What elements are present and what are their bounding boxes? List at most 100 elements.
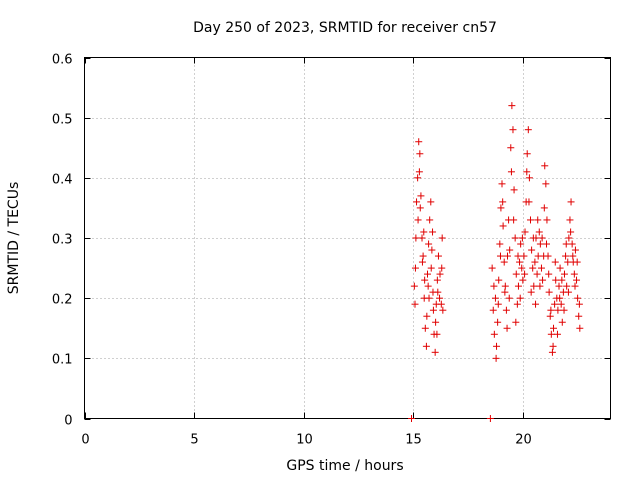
x-axis-label: GPS time / hours (286, 458, 403, 474)
data-point (567, 228, 575, 236)
data-point (571, 246, 579, 254)
data-point (501, 288, 509, 296)
data-point (548, 348, 556, 356)
data-point (499, 222, 507, 230)
data-point (520, 252, 528, 260)
y-tick-label: 0 (64, 414, 72, 429)
data-point (503, 252, 511, 260)
data-point (502, 306, 510, 314)
y-tick-label: 0.5 (52, 113, 73, 128)
data-point (511, 234, 519, 242)
data-point (538, 234, 546, 242)
x-tick-label: 10 (296, 433, 313, 448)
data-point (497, 204, 505, 212)
data-point (410, 282, 418, 290)
data-point (493, 342, 501, 350)
data-point (508, 102, 516, 110)
data-point (422, 342, 430, 350)
data-point (490, 330, 498, 338)
data-point (414, 174, 422, 182)
data-point (411, 264, 419, 272)
data-point (438, 234, 446, 242)
data-point (514, 282, 522, 290)
x-tick-labels: 0 5 10 15 20 (81, 433, 531, 448)
data-point (420, 228, 428, 236)
data-point (525, 198, 533, 206)
data-point (512, 318, 520, 326)
data-point (564, 288, 572, 296)
data-point (499, 198, 507, 206)
data-point (421, 324, 429, 332)
data-point (427, 264, 435, 272)
data-point (573, 276, 581, 284)
data-point (425, 294, 433, 302)
x-tick-label: 5 (190, 433, 198, 448)
data-point (552, 276, 560, 284)
data-point (513, 300, 521, 308)
data-point (496, 252, 504, 260)
data-point (514, 252, 522, 260)
data-point (413, 198, 421, 206)
x-tick-label: 0 (81, 433, 89, 448)
data-point (562, 252, 570, 260)
data-point (529, 234, 537, 242)
data-point (529, 264, 537, 272)
data-point (437, 300, 445, 308)
data-point (498, 180, 506, 188)
data-point (492, 354, 500, 362)
data-point (575, 300, 583, 308)
data-point (530, 282, 538, 290)
data-point (494, 300, 502, 308)
data-point (407, 415, 415, 422)
data-point (525, 174, 533, 182)
data-point (546, 312, 554, 320)
data-point (436, 294, 444, 302)
data-point (523, 168, 531, 176)
data-point (500, 258, 508, 266)
data-point (488, 264, 496, 272)
y-tick-label: 0.4 (52, 173, 73, 188)
data-point (496, 240, 504, 248)
data-point (523, 150, 531, 158)
data-point (557, 300, 565, 308)
data-point (426, 216, 434, 224)
data-point (421, 276, 429, 284)
data-point (575, 312, 583, 320)
data-point (495, 276, 503, 284)
data-point (489, 306, 497, 314)
data-point (507, 144, 515, 152)
data-point (418, 234, 426, 242)
data-point (565, 234, 573, 242)
data-point (533, 270, 541, 278)
data-point (544, 252, 552, 260)
data-point (516, 258, 524, 266)
data-point (545, 270, 553, 278)
data-point (562, 240, 570, 248)
data-point (570, 270, 578, 278)
data-point (527, 288, 535, 296)
y-tick-label: 0.3 (52, 233, 73, 248)
data-point (521, 228, 529, 236)
data-point (528, 246, 536, 254)
data-point (434, 288, 442, 296)
data-point (541, 162, 549, 170)
data-point (419, 252, 427, 260)
data-point (554, 306, 562, 314)
data-point (534, 216, 542, 224)
data-point (416, 150, 424, 158)
x-tick-label: 15 (405, 433, 422, 448)
data-point (560, 306, 568, 314)
data-point (432, 318, 440, 326)
data-point (539, 276, 547, 284)
data-point (540, 204, 548, 212)
data-point (424, 282, 432, 290)
data-point (535, 228, 543, 236)
data-point (574, 294, 582, 302)
data-point (547, 330, 555, 338)
y-axis-label: SRMTID / TECUs (6, 182, 22, 295)
data-point (550, 324, 558, 332)
data-point (416, 204, 424, 212)
data-point (436, 270, 444, 278)
data-point (521, 270, 529, 278)
